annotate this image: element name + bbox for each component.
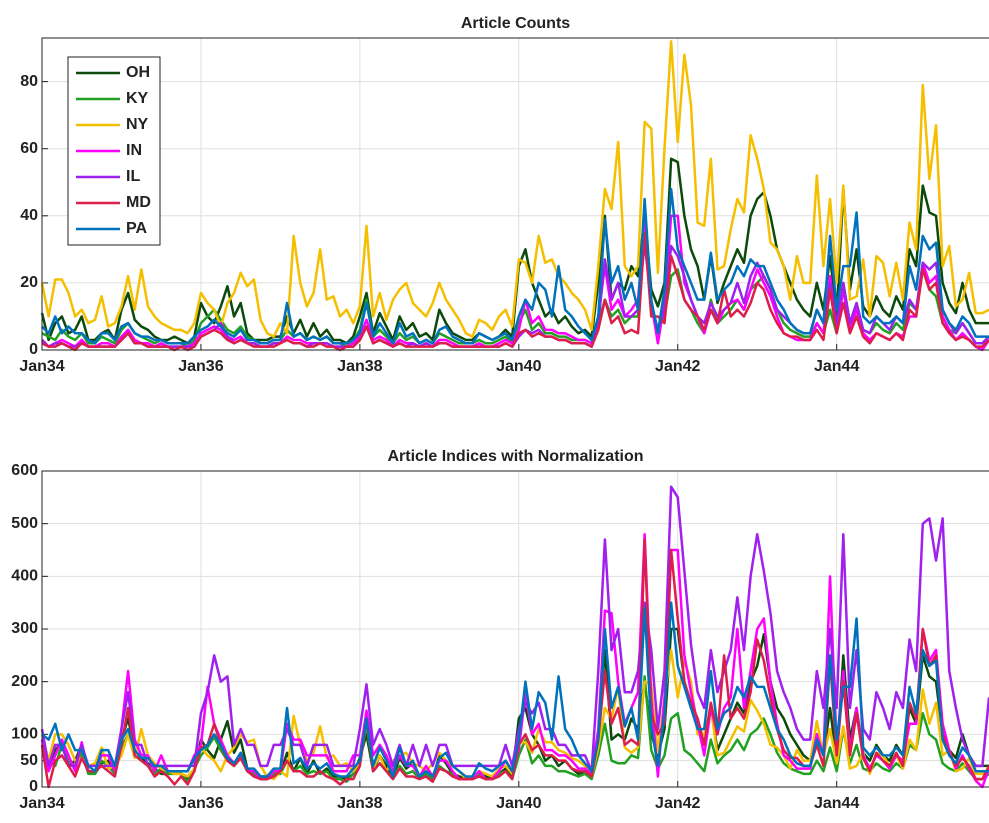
y-tick-label: 40 [20,207,38,224]
y-tick-label: 200 [11,673,38,690]
series-line [41,187,989,345]
y-tick-label: 50 [20,752,38,769]
x-tick-label: Jan42 [655,358,700,375]
x-tick-label: Jan44 [814,795,859,812]
x-tick-label: Jan38 [337,795,382,812]
legend-label: IN [126,142,142,159]
x-tick-label: Jan42 [655,795,700,812]
x-tick-label: Jan40 [496,358,541,375]
y-tick-label: 400 [11,568,38,585]
series-line [41,601,989,778]
y-tick-label: 60 [20,140,38,157]
y-tick-label: 600 [11,462,38,479]
series-line [41,231,989,352]
y-tick-label: 500 [11,515,38,532]
x-tick-label: Jan38 [337,358,382,375]
y-tick-label: 80 [20,73,38,90]
legend-label: PA [126,220,147,237]
series-line [41,227,989,348]
chart-title: Article Counts [461,15,570,32]
y-tick-label: 100 [11,726,38,743]
x-tick-label: Jan40 [496,795,541,812]
legend-label: MD [126,194,151,211]
series-line [40,485,989,773]
series-line [40,40,989,338]
y-tick-label: 0 [29,341,38,358]
x-tick-label: Jan34 [19,795,64,812]
legend-label: OH [126,64,150,81]
axes-box [41,37,989,351]
x-tick-label: Jan36 [178,358,223,375]
chart-title: Article Indices with Normalization [387,448,643,465]
x-tick-label: Jan34 [19,358,64,375]
y-tick-label: 20 [20,274,38,291]
legend-label: NY [126,116,149,133]
legend-label: KY [126,90,149,107]
y-tick-label: 300 [11,620,38,637]
legend-label: IL [126,168,140,185]
x-tick-label: Jan36 [178,795,223,812]
x-tick-label: Jan44 [814,358,859,375]
axes-box [41,470,989,788]
y-tick-label: 0 [29,778,38,795]
